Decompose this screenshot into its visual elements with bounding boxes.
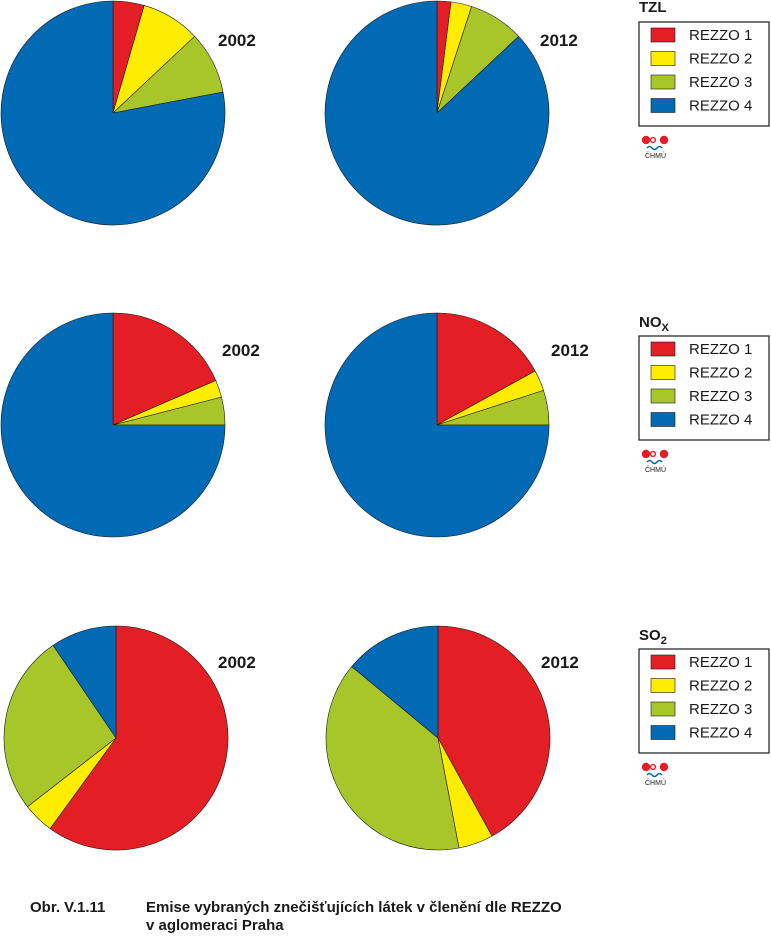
pie-slice <box>0 312 226 538</box>
pie-year-label: 2002 <box>222 341 260 360</box>
legend-swatch <box>650 725 676 740</box>
pie-slice <box>0 0 226 226</box>
legend-label: REZZO 3 <box>689 701 752 718</box>
pie-slice <box>112 312 217 426</box>
chmu-logo-icon: ČHMÚ <box>641 135 669 160</box>
legend-swatch <box>650 51 676 66</box>
caption-line-1: Emise vybraných znečišťujících látek v č… <box>146 899 562 916</box>
pie-year-label: 2012 <box>551 341 589 360</box>
chart-group-2: 2002 2012 NOX REZZO 1 REZZO 2 REZZO 3 REZZO 4 Č… <box>0 312 770 538</box>
legend-swatch <box>650 341 676 357</box>
chmu-logo-icon: ČHMÚ <box>641 762 669 787</box>
chart-group-1: 2002 2012 TZL REZZO 1 REZZO 2 REZZO 3 REZZO 4 Č… <box>0 0 770 226</box>
pie-slice <box>325 666 460 851</box>
pie-year-label: 2002 <box>218 653 256 672</box>
pie-slice <box>351 625 439 739</box>
pollutant-label: SO2 <box>639 627 667 647</box>
pie-slice <box>52 625 117 739</box>
logo-text: ČHMÚ <box>645 151 666 160</box>
legend-label: REZZO 4 <box>689 725 752 742</box>
pie-year-label: 2002 <box>218 31 256 50</box>
legend: REZZO 1 REZZO 2 REZZO 3 REZZO 4 <box>638 21 770 127</box>
legend-swatch <box>650 27 676 43</box>
pie-slice <box>324 312 550 538</box>
legend: REZZO 1 REZZO 2 REZZO 3 REZZO 4 <box>638 335 770 441</box>
legend-label: REZZO 4 <box>689 98 752 115</box>
legend-label: REZZO 1 <box>689 654 752 671</box>
legend-swatch <box>650 388 676 404</box>
chmu-logo-icon: ČHMÚ <box>641 449 669 474</box>
chart-group-3: 2002 2012 SO2 REZZO 1 REZZO 2 REZZO 3 REZZO 4 Č… <box>3 625 770 851</box>
legend-label: REZZO 1 <box>689 27 752 44</box>
legend-swatch <box>650 678 676 693</box>
pie-slice <box>437 625 551 837</box>
pie-slice <box>49 625 229 851</box>
legend-label: REZZO 2 <box>689 365 752 382</box>
legend-label: REZZO 2 <box>689 51 752 68</box>
legend-swatch <box>650 74 676 90</box>
legend-label: REZZO 4 <box>689 412 752 429</box>
caption-line-2: v aglomeraci Praha <box>146 917 284 934</box>
legend-swatch <box>650 98 676 113</box>
pie-slice <box>436 312 536 426</box>
legend-swatch <box>650 412 676 427</box>
caption-number: Obr. V.1.11 <box>30 899 106 916</box>
pie-year-label: 2012 <box>540 31 578 50</box>
logo-text: ČHMÚ <box>645 778 666 787</box>
legend-label: REZZO 1 <box>689 341 752 358</box>
legend-swatch <box>650 701 676 717</box>
legend-swatch <box>650 654 676 670</box>
pollutant-label: TZL <box>639 0 667 16</box>
legend-label: REZZO 3 <box>689 388 752 405</box>
legend: REZZO 1 REZZO 2 REZZO 3 REZZO 4 <box>638 648 770 754</box>
legend-label: REZZO 2 <box>689 678 752 695</box>
pie-slice <box>324 0 550 226</box>
logo-text: ČHMÚ <box>645 465 666 474</box>
figure-caption: Obr. V.1.11 Emise vybraných znečišťujícíc… <box>30 899 562 935</box>
pollutant-label: NOX <box>639 314 670 334</box>
pie-year-label: 2012 <box>541 653 579 672</box>
pie-slice <box>3 645 117 807</box>
legend-label: REZZO 3 <box>689 74 752 91</box>
legend-swatch <box>650 365 676 380</box>
